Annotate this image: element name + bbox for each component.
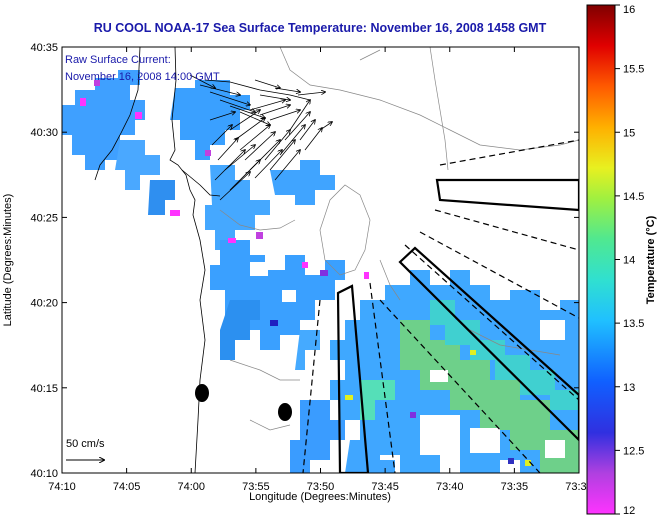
x-tick-label: 73:45	[371, 481, 399, 493]
x-tick-label: 74:00	[177, 481, 205, 493]
colorbar-tick-label: 12.5	[623, 445, 644, 457]
y-tick-label: 40:10	[30, 468, 58, 480]
colorbar-tick-label: 14.5	[623, 191, 644, 203]
colorbar-title: Temperature (°C)	[645, 215, 657, 304]
colorbar	[586, 4, 616, 515]
scale-label: 50 cm/s	[66, 438, 105, 450]
y-tick-label: 40:25	[30, 212, 58, 224]
y-tick-label: 40:20	[30, 298, 58, 310]
radar-beam-lines	[302, 139, 579, 473]
y-tick-label: 40:30	[30, 127, 58, 139]
colorbar-tick-label: 14	[623, 255, 635, 267]
colorbar-tick-label: 16	[623, 4, 635, 16]
colorbar-ticks: 16 15.5 15 14.5 14 13.5 13 12.5 12	[615, 4, 644, 517]
colorbar-tick-label: 15.5	[623, 64, 644, 76]
coastline	[94, 47, 311, 473]
x-axis-label: Longitude (Degrees:Minutes)	[249, 491, 391, 503]
surface-current-vectors	[189, 74, 332, 201]
station-marker-2	[278, 403, 292, 421]
y-axis: 40:35 40:30 40:25 40:20 40:15 40:10	[30, 42, 579, 480]
colorbar-tick-label: 12	[623, 505, 635, 517]
current-label-line1: Raw Surface Current:	[65, 54, 171, 66]
x-tick-label: 73:30	[565, 481, 593, 493]
x-tick-label: 73:50	[307, 481, 335, 493]
x-tick-label: 73:35	[501, 481, 529, 493]
map-plot-area: Raw Surface Current: November 16, 2008 1…	[62, 47, 579, 473]
x-tick-label: 74:05	[113, 481, 141, 493]
x-tick-label: 73:40	[436, 481, 464, 493]
colorbar-tick-label: 15	[623, 127, 635, 139]
transect-polygons	[336, 178, 579, 473]
x-tick-label: 74:10	[48, 481, 76, 493]
figure-title: RU COOL NOAA-17 Sea Surface Temperature:…	[94, 21, 547, 35]
current-label-line2: November 16, 2008 14:00 GMT	[65, 71, 220, 83]
colorbar-tick-label: 13	[623, 382, 635, 394]
station-marker-1	[195, 384, 209, 402]
y-tick-label: 40:35	[30, 42, 58, 54]
y-tick-label: 40:15	[30, 383, 58, 395]
colorbar-tick-label: 13.5	[623, 318, 644, 330]
x-axis: 74:10 74:05 74:00 73:55 73:50 73:45 73:40 73:35…	[48, 47, 593, 493]
y-axis-label: Latitude (Degrees:Minutes)	[2, 194, 14, 327]
x-tick-label: 73:55	[242, 481, 270, 493]
